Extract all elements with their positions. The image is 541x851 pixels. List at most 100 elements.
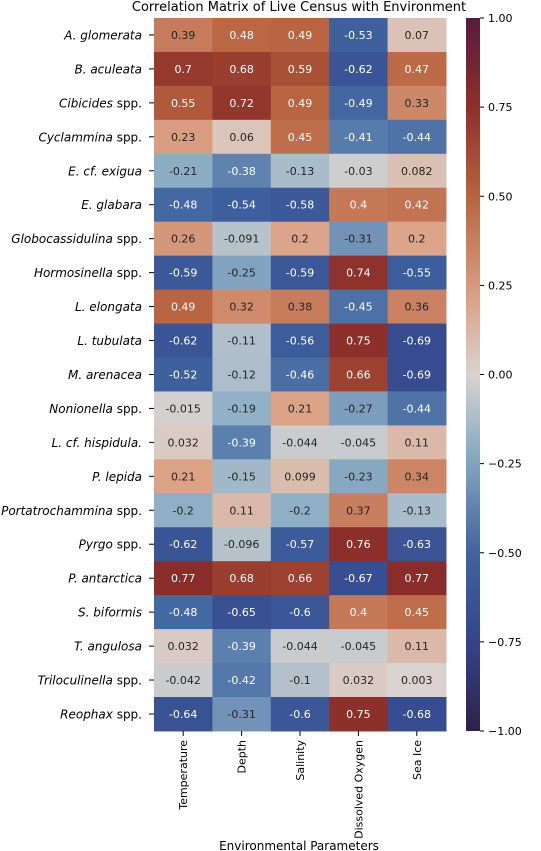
cell-value-label: 0.38 [288, 301, 313, 314]
cell-value-label: 0.21 [288, 402, 313, 415]
cell-value-label: -0.25 [227, 267, 255, 280]
column-labels: Temperature Depth Salinity Dissolved Oxygen… [177, 730, 424, 839]
row-label: B. aculeata [74, 62, 142, 76]
cell-value-label: 0.75 [346, 708, 371, 721]
heatmap-cell [270, 187, 330, 223]
heatmap-cell [154, 357, 213, 392]
heatmap-cell [212, 221, 272, 257]
heatmap-cell [387, 323, 447, 358]
heatmap-cell [387, 493, 447, 528]
heatmap-cell [329, 85, 389, 121]
cell-value-label: 0.48 [229, 29, 254, 42]
heatmap-cell [329, 187, 389, 223]
cell-value-label: -0.54 [227, 199, 255, 212]
cell-value-label: 0.34 [405, 470, 430, 483]
heatmap-cell [387, 153, 447, 189]
cell-value-label: 0.77 [405, 572, 430, 585]
row-label: Triloculinella spp. [38, 674, 142, 688]
heatmap-cell [329, 18, 389, 53]
heatmap-cell [387, 51, 447, 87]
heatmap-cell [154, 119, 213, 155]
heatmap-cell [154, 697, 213, 732]
heatmap-cell [329, 459, 389, 494]
heatmap-cell [329, 221, 389, 257]
heatmap-cell [329, 357, 389, 392]
heatmap-cell [154, 289, 213, 325]
heatmap-cell [387, 663, 447, 698]
row-label: Pyrgo spp. [79, 538, 142, 552]
cell-value-label: 0.77 [171, 572, 196, 585]
heatmap-cell [154, 18, 213, 53]
column-label: Sea Ice [411, 740, 424, 780]
heatmap-cell [270, 459, 330, 494]
cell-value-label: 0.45 [288, 131, 313, 144]
cell-value-label: -0.67 [344, 572, 372, 585]
cell-value-label: -0.39 [227, 640, 255, 653]
cell-value-label: 0.66 [346, 368, 371, 381]
cell-value-label: 0.082 [401, 165, 433, 178]
cell-value-label: -0.23 [344, 470, 372, 483]
cell-value-label: -0.59 [169, 267, 197, 280]
heatmap-cell [212, 663, 272, 698]
heatmap-cell [270, 357, 330, 392]
heatmap-cell [212, 255, 272, 291]
row-label: E. cf. exigua [68, 164, 142, 178]
cell-value-label: 0.49 [288, 29, 313, 42]
colorbar-tick-label: 0.50 [488, 190, 513, 203]
cell-value-label: 0.66 [288, 572, 313, 585]
heatmap-cell [212, 153, 272, 189]
heatmap-cell [270, 119, 330, 155]
colorbar-tick-label: −0.75 [488, 636, 522, 649]
cell-value-label: -0.015 [165, 402, 200, 415]
heatmap-cell [329, 323, 389, 358]
cell-value-label: -0.65 [227, 606, 255, 619]
cell-value-label: 0.032 [167, 640, 199, 653]
colorbar-tick-label: −0.25 [488, 458, 522, 471]
cell-value-label: -0.2 [172, 504, 193, 517]
heatmap-cell [387, 595, 447, 630]
heatmap-cell [212, 425, 272, 460]
cell-value-label: -0.64 [169, 708, 197, 721]
cell-value-label: -0.044 [282, 640, 317, 653]
row-label: A. glomerata [63, 28, 142, 42]
heatmap-cell [212, 391, 272, 426]
heatmap-cell [387, 289, 447, 325]
heatmap-cell [212, 85, 272, 121]
heatmap-cell [387, 187, 447, 223]
heatmap-cell [329, 527, 389, 562]
heatmap-cell [154, 493, 213, 528]
heatmap-cell [270, 51, 330, 87]
column-label: Depth [236, 740, 249, 774]
cell-value-label: -0.62 [169, 335, 197, 348]
heatmap-cell [329, 697, 389, 732]
cell-value-label: -0.38 [227, 165, 255, 178]
cell-value-label: 0.4 [350, 606, 368, 619]
cell-value-label: 0.11 [229, 504, 254, 517]
row-label: L. tubulata [77, 334, 142, 348]
cell-value-label: -0.58 [286, 199, 314, 212]
heatmap-cell [212, 595, 272, 630]
cell-value-label: -0.45 [344, 301, 372, 314]
cell-value-label: 0.72 [229, 97, 254, 110]
heatmap-cell [270, 221, 330, 257]
cell-value-label: -0.42 [227, 674, 255, 687]
cell-value-label: 0.36 [405, 301, 430, 314]
heatmap-cell [212, 289, 272, 325]
cell-value-label: 0.26 [171, 233, 196, 246]
heatmap-cell [387, 357, 447, 392]
heatmap-cell [270, 493, 330, 528]
cell-value-label: -0.11 [227, 335, 255, 348]
cell-value-label: -0.41 [344, 131, 372, 144]
heatmap-cell [387, 221, 447, 257]
heatmap-cell [387, 18, 447, 53]
cell-value-label: -0.045 [341, 640, 376, 653]
cell-value-label: -0.091 [224, 233, 259, 246]
cell-value-label: -0.44 [403, 402, 431, 415]
row-label: Nonionella spp. [49, 402, 142, 416]
column-label: Salinity [294, 739, 307, 780]
heatmap-cell [212, 629, 272, 664]
heatmap-cell [270, 289, 330, 325]
heatmap-cell [212, 561, 272, 596]
heatmap-cell [154, 255, 213, 291]
cell-value-label: -0.46 [286, 368, 314, 381]
